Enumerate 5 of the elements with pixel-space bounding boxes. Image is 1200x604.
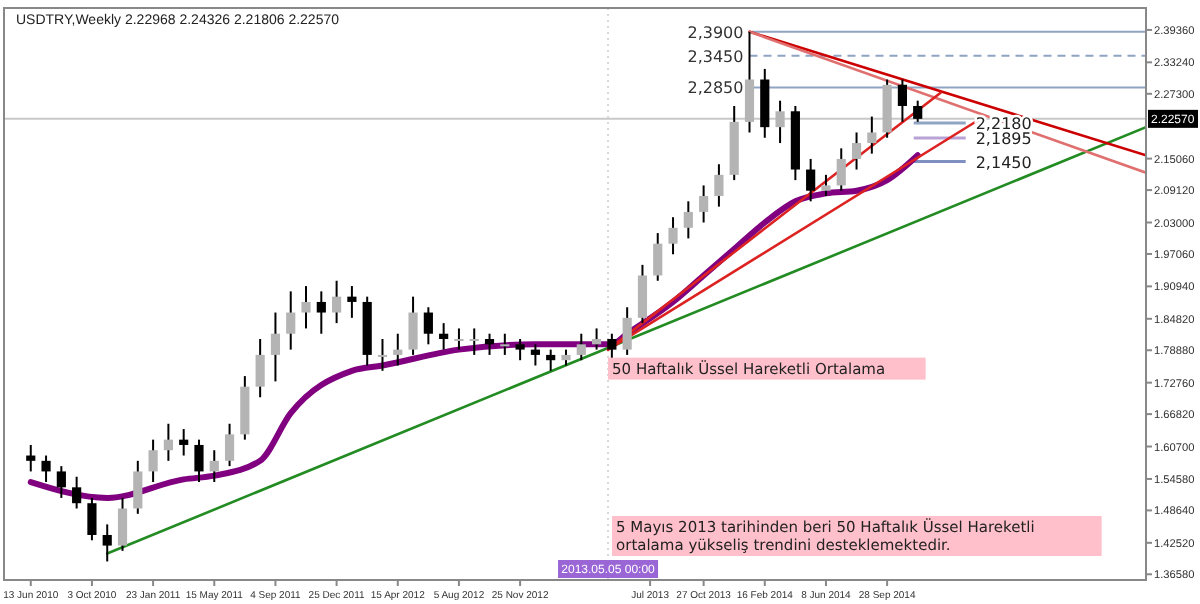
ref-line-label: 2,3900 (687, 23, 744, 42)
ref-line-label: 2,2850 (687, 79, 744, 98)
ref-line-label: 2,1895 (975, 130, 1032, 149)
ref-line-label: 2,1450 (975, 153, 1032, 172)
ref-line-label: 2,3450 (687, 47, 744, 66)
